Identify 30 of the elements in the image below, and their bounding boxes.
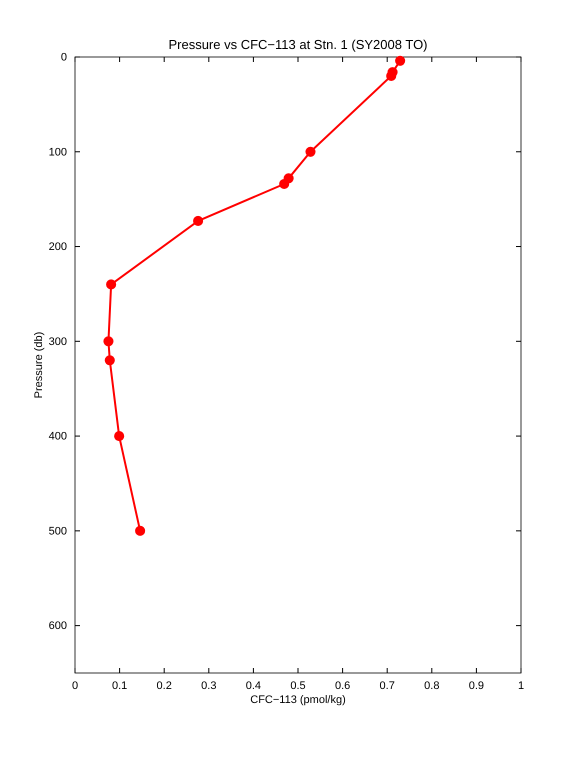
x-tick-label: 1 <box>518 680 524 692</box>
x-tick-label: 0.4 <box>246 680 262 692</box>
y-tick-label: 500 <box>48 525 67 538</box>
x-tick-label: 0.8 <box>424 680 440 692</box>
x-tick-label: 0.5 <box>290 680 306 692</box>
y-axis-title: Pressure (db) <box>33 332 45 398</box>
point <box>104 355 115 366</box>
point <box>106 279 116 290</box>
x-tick-label: 0.2 <box>156 680 172 692</box>
point <box>305 146 316 157</box>
point <box>103 336 114 346</box>
x-tick-label: 0.9 <box>468 680 484 692</box>
y-tick-label: 200 <box>48 241 67 254</box>
y-tick-label: 0 <box>60 52 67 64</box>
x-tick-label: 0.3 <box>201 680 216 692</box>
point <box>114 431 124 442</box>
chart-title: Pressure vs CFC−113 at Stn. 1 (SY2008 TO) <box>168 37 428 52</box>
y-tick-label: 600 <box>48 620 67 632</box>
x-tick-label: 0.7 <box>380 680 395 692</box>
point <box>193 216 204 226</box>
y-tick-label: 100 <box>48 146 67 158</box>
point <box>135 526 146 536</box>
x-tick-label: 0.6 <box>334 680 350 692</box>
x-tick-label: 0.1 <box>112 680 128 692</box>
point <box>395 56 406 66</box>
y-tick-label: 400 <box>48 430 67 443</box>
x-tick-label: 0 <box>72 680 78 692</box>
point <box>279 178 290 190</box>
x-axis-title: CFC−113 (pmol/kg) <box>250 694 346 706</box>
y-tick-label: 300 <box>48 336 67 348</box>
